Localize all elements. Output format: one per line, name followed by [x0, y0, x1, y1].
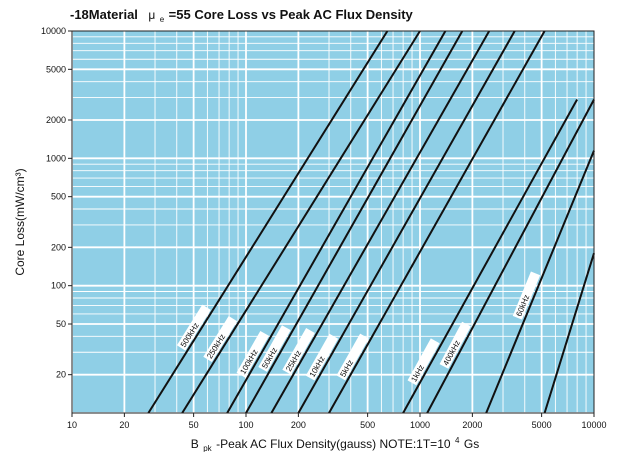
series-label-bg — [282, 328, 315, 375]
series-line-250khz — [181, 30, 421, 414]
y-tick-label: 10000 — [41, 26, 66, 36]
x-tick-label: 5000 — [532, 420, 552, 430]
x-tick-label: 500 — [360, 420, 375, 430]
x-tick-label: 10 — [67, 420, 77, 430]
series-line-100khz — [226, 30, 447, 414]
series-label-bg — [439, 321, 471, 369]
x-tick-label: 100 — [238, 420, 253, 430]
series-line-10khz — [297, 30, 516, 414]
y-tick-label: 20 — [56, 370, 66, 380]
x-axis-label-sup: 4 — [455, 436, 460, 445]
series-line-1khz — [402, 99, 578, 414]
series-label-bg — [176, 304, 211, 351]
chart-title-mu-sub: e — [160, 15, 165, 24]
y-tick-label: 200 — [51, 242, 66, 252]
series-label-bg — [258, 325, 291, 372]
series-label-bg — [305, 333, 339, 381]
chart-title-rest: =55 Core Loss vs Peak AC Flux Density — [169, 7, 414, 22]
series-line-60khz — [485, 150, 595, 414]
chart-title: -18Material μ e =55 Core Loss vs Peak AC… — [70, 6, 414, 26]
x-axis-ticks: 10 20 50 100 200 500 1000 2000 5000 10000 — [67, 413, 607, 430]
x-axis-label: B pk -Peak AC Flux Density(gauss) NOTE:1… — [191, 430, 480, 452]
plot-frame — [71, 30, 595, 414]
y-tick-label: 500 — [51, 192, 66, 202]
x-tick-label: 1000 — [410, 420, 430, 430]
x-tick-label: 2000 — [462, 420, 482, 430]
series-line-5khz — [328, 30, 546, 414]
chart-title-material: -18Material — [70, 7, 138, 22]
plot-background — [72, 31, 594, 413]
chart-title-mu: μ — [148, 8, 155, 22]
x-tick-label: 200 — [291, 420, 306, 430]
series-label-bg — [336, 333, 369, 381]
y-tick-label: 5000 — [46, 64, 66, 74]
y-axis-label: Core Loss(mW/cm³) — [13, 168, 27, 275]
x-axis-label-prefix: B — [191, 437, 199, 451]
series-label-bg — [236, 330, 270, 378]
x-tick-label: 50 — [189, 420, 199, 430]
x-tick-label: 10000 — [581, 420, 606, 430]
y-tick-label: 100 — [51, 281, 66, 291]
y-tick-label: 1000 — [46, 153, 66, 163]
x-axis-label-sub: pk — [203, 444, 212, 452]
x-axis-label-end: Gs — [464, 437, 479, 451]
series-label-bg — [203, 315, 238, 363]
series-label-bg — [512, 271, 541, 320]
series-line-25khz — [270, 30, 491, 414]
y-tick-label: 50 — [56, 319, 66, 329]
x-axis-label-rest: -Peak AC Flux Density(gauss) NOTE:1T=10 — [216, 437, 451, 451]
y-axis-ticks: 10000 5000 2000 1000 500 200 100 50 20 — [41, 26, 72, 380]
series-line-50khz — [245, 30, 464, 414]
y-tick-label: 2000 — [46, 115, 66, 125]
series-line-500khz — [147, 30, 389, 414]
series-line-400khz — [426, 99, 595, 414]
series-label-bg — [407, 338, 440, 386]
x-tick-label: 20 — [119, 420, 129, 430]
series-line — [543, 252, 595, 414]
series-lines — [147, 30, 595, 414]
